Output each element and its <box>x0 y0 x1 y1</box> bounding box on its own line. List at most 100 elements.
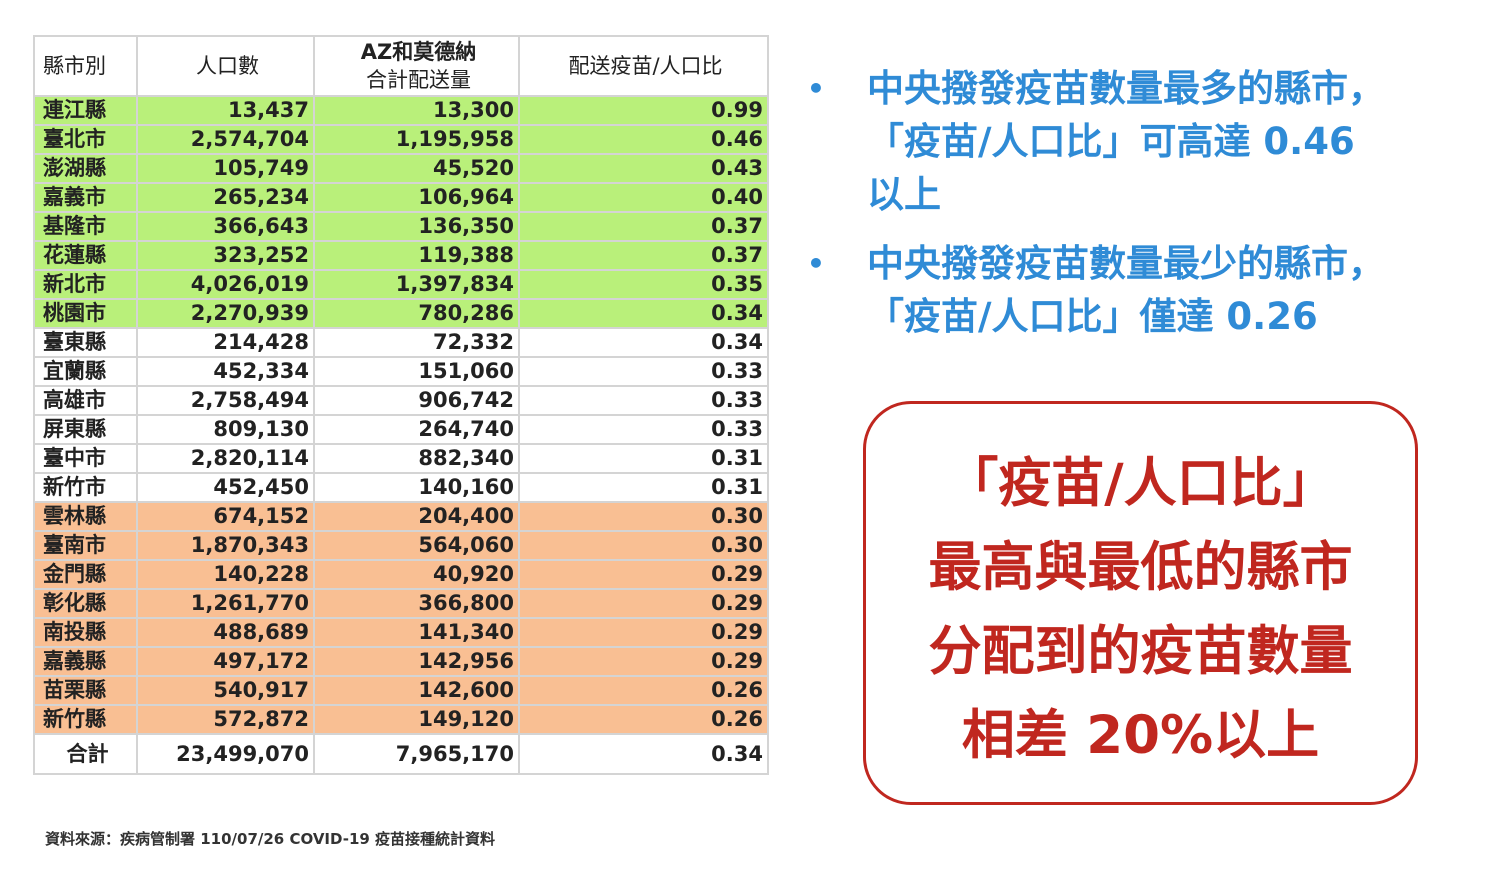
bullet-item-most: • 中央撥發疫苗數量最多的縣市， 「疫苗/人口比」可高達 0.46 以上 <box>805 62 1485 221</box>
source-note: 資料來源：疾病管制署 110/07/26 COVID-19 疫苗接種統計資料 <box>45 830 496 848</box>
table-row: 新北市 4,026,019 1,397,834 0.35 <box>33 269 769 300</box>
cell-population: 105,749 <box>136 153 315 184</box>
cell-delivered: 13,300 <box>313 95 520 126</box>
cell-population: 497,172 <box>136 646 315 677</box>
callout-line-4: 相差 20%以上 <box>961 705 1320 766</box>
table-row: 澎湖縣 105,749 45,520 0.43 <box>33 153 769 184</box>
cell-delivered: 106,964 <box>313 182 520 213</box>
cell-population: 2,820,114 <box>136 443 315 474</box>
cell-ratio: 0.34 <box>518 298 769 329</box>
cell-delivered: 882,340 <box>313 443 520 474</box>
table-row: 桃園市 2,270,939 780,286 0.34 <box>33 298 769 329</box>
cell-population: 452,334 <box>136 356 315 387</box>
table-row: 金門縣 140,228 40,920 0.29 <box>33 559 769 590</box>
bullet-line: 中央撥發疫苗數量最多的縣市， <box>867 67 1385 110</box>
bullet-list: • 中央撥發疫苗數量最多的縣市， 「疫苗/人口比」可高達 0.46 以上 • 中… <box>805 62 1485 359</box>
cell-population: 265,234 <box>136 182 315 213</box>
table-row: 宜蘭縣 452,334 151,060 0.33 <box>33 356 769 387</box>
cell-county: 桃園市 <box>33 298 138 329</box>
cell-county: 屏東縣 <box>33 414 138 445</box>
cell-county: 連江縣 <box>33 95 138 126</box>
cell-county: 澎湖縣 <box>33 153 138 184</box>
cell-delivered: 142,956 <box>313 646 520 677</box>
cell-ratio: 0.43 <box>518 153 769 184</box>
cell-county: 臺北市 <box>33 124 138 155</box>
cell-county: 臺東縣 <box>33 327 138 358</box>
table-row: 南投縣 488,689 141,340 0.29 <box>33 617 769 648</box>
header-delivered-line1: AZ和莫德納 <box>360 40 477 64</box>
cell-county: 宜蘭縣 <box>33 356 138 387</box>
bullet-line: 「疫苗/人口比」可高達 0.46 <box>867 120 1355 163</box>
cell-delivered: 1,397,834 <box>313 269 520 300</box>
cell-delivered: 204,400 <box>313 501 520 532</box>
cell-county: 南投縣 <box>33 617 138 648</box>
cell-population: 13,437 <box>136 95 315 126</box>
total-row: 合計 23,499,070 7,965,170 0.34 <box>33 733 769 775</box>
cell-ratio: 0.46 <box>518 124 769 155</box>
table-row: 雲林縣 674,152 204,400 0.30 <box>33 501 769 532</box>
cell-ratio: 0.34 <box>518 327 769 358</box>
cell-delivered: 40,920 <box>313 559 520 590</box>
cell-delivered: 264,740 <box>313 414 520 445</box>
cell-population: 540,917 <box>136 675 315 706</box>
table-body: 連江縣 13,437 13,300 0.99 臺北市 2,574,704 1,195,958… <box>33 95 769 735</box>
cell-population: 452,450 <box>136 472 315 503</box>
header-delivered: AZ和莫德納 合計配送量 <box>313 35 520 97</box>
cell-ratio: 0.30 <box>518 530 769 561</box>
cell-population: 4,026,019 <box>136 269 315 300</box>
cell-ratio: 0.31 <box>518 472 769 503</box>
cell-county: 高雄市 <box>33 385 138 416</box>
table-header-row: 縣市別 人口數 AZ和莫德納 合計配送量 配送疫苗/人口比 <box>33 35 769 97</box>
table-row: 花蓮縣 323,252 119,388 0.37 <box>33 240 769 271</box>
cell-ratio: 0.26 <box>518 675 769 706</box>
cell-population: 809,130 <box>136 414 315 445</box>
cell-population: 2,758,494 <box>136 385 315 416</box>
cell-delivered: 45,520 <box>313 153 520 184</box>
cell-population: 323,252 <box>136 240 315 271</box>
cell-county: 嘉義市 <box>33 182 138 213</box>
table-row: 高雄市 2,758,494 906,742 0.33 <box>33 385 769 416</box>
table-row: 彰化縣 1,261,770 366,800 0.29 <box>33 588 769 619</box>
cell-delivered: 906,742 <box>313 385 520 416</box>
callout-line-3: 分配到的疫苗數量 <box>928 621 1353 682</box>
callout-line-1: 「疫苗/人口比」 <box>945 453 1336 514</box>
bullet-marker: • <box>807 247 825 280</box>
callout-box: 「疫苗/人口比」 最高與最低的縣市 分配到的疫苗數量 相差 20%以上 <box>863 401 1418 805</box>
bullet-line: 以上 <box>867 173 941 216</box>
cell-delivered: 140,160 <box>313 472 520 503</box>
cell-ratio: 0.40 <box>518 182 769 213</box>
vaccine-ratio-table: 縣市別 人口數 AZ和莫德納 合計配送量 配送疫苗/人口比 連江縣 13,437 1… <box>33 35 769 775</box>
bullet-line: 中央撥發疫苗數量最少的縣市， <box>867 242 1385 285</box>
cell-county: 新竹縣 <box>33 704 138 735</box>
total-population: 23,499,070 <box>136 733 315 775</box>
cell-ratio: 0.33 <box>518 385 769 416</box>
table-row: 臺南市 1,870,343 564,060 0.30 <box>33 530 769 561</box>
cell-delivered: 72,332 <box>313 327 520 358</box>
cell-ratio: 0.33 <box>518 356 769 387</box>
cell-delivered: 119,388 <box>313 240 520 271</box>
table-row: 連江縣 13,437 13,300 0.99 <box>33 95 769 126</box>
cell-population: 572,872 <box>136 704 315 735</box>
cell-delivered: 136,350 <box>313 211 520 242</box>
cell-population: 214,428 <box>136 327 315 358</box>
header-county: 縣市別 <box>33 35 138 97</box>
header-population: 人口數 <box>136 35 315 97</box>
cell-ratio: 0.29 <box>518 646 769 677</box>
cell-county: 金門縣 <box>33 559 138 590</box>
cell-population: 2,574,704 <box>136 124 315 155</box>
cell-county: 臺南市 <box>33 530 138 561</box>
bullet-marker: • <box>807 72 825 105</box>
cell-ratio: 0.30 <box>518 501 769 532</box>
cell-county: 雲林縣 <box>33 501 138 532</box>
cell-population: 140,228 <box>136 559 315 590</box>
cell-ratio: 0.37 <box>518 240 769 271</box>
cell-delivered: 1,195,958 <box>313 124 520 155</box>
cell-county: 臺中市 <box>33 443 138 474</box>
header-delivered-line2: 合計配送量 <box>366 68 471 92</box>
total-delivered: 7,965,170 <box>313 733 520 775</box>
table-row: 臺北市 2,574,704 1,195,958 0.46 <box>33 124 769 155</box>
total-ratio: 0.34 <box>518 733 769 775</box>
table-row: 嘉義市 265,234 106,964 0.40 <box>33 182 769 213</box>
cell-county: 花蓮縣 <box>33 240 138 271</box>
cell-ratio: 0.29 <box>518 588 769 619</box>
